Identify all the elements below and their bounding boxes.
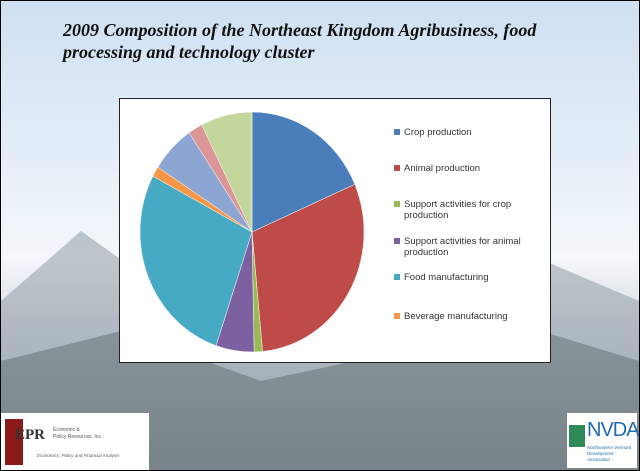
legend-label: Food manufacturing [404,272,489,283]
slide: 2009 Composition of the Northeast Kingdo… [0,0,640,471]
legend-swatch [394,238,400,244]
legend-label: Support activities for crop production [404,199,511,221]
legend-swatch [394,201,400,207]
legend-label: Beverage manufacturing [404,311,508,322]
logo-line: Policy Resources, Inc. [53,434,102,440]
logo-text: Economic &Policy Resources, Inc. [53,427,102,441]
legend-entry: Support activities for crop production [404,199,544,221]
legend-swatch [394,165,400,171]
legend-swatch [394,129,400,135]
logo-name: NVDA [587,419,639,442]
pie-chart [120,99,550,362]
legend-entry: Beverage manufacturing [404,311,544,322]
slide-title: 2009 Composition of the Northeast Kingdo… [63,19,603,63]
legend-entry: Food manufacturing [404,272,544,283]
legend-entry: Support activities for animal production [404,236,544,258]
logo-line: Economic & [53,427,80,433]
logo-name: EPR [15,427,45,444]
epr-logo: EPR Economic &Policy Resources, Inc. Eco… [1,413,149,470]
legend-entry: Animal production [404,163,544,174]
nvda-logo: NVDA Northeastern Vermont Development As… [567,413,637,468]
legend-swatch [394,274,400,280]
chart-box: Crop production Animal production Support … [119,98,551,363]
legend-label: Crop production [404,127,472,138]
legend-label: Animal production [404,163,480,174]
logo-tagline: Northeastern Vermont Development Associa… [587,445,635,463]
legend-label: Support activities for animal production [404,236,521,258]
legend-entry: Crop production [404,127,544,138]
legend-swatch [394,313,400,319]
logo-tagline: Economics, Policy and Financial Analysis [37,453,119,458]
